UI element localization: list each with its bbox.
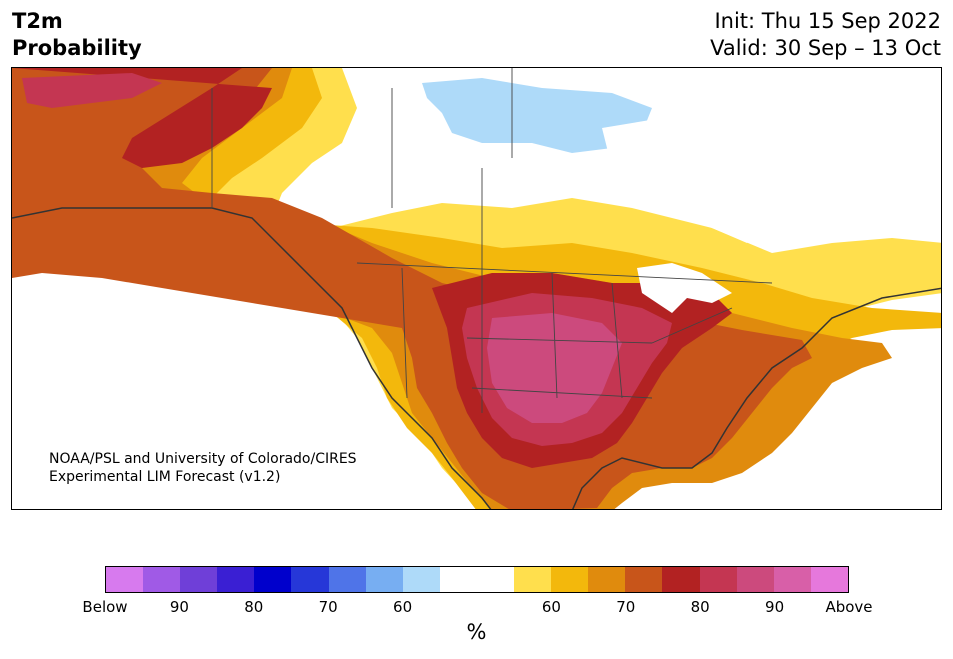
credit-line-1: NOAA/PSL and University of Colorado/CIRE… <box>49 451 357 467</box>
colorbar-cell <box>291 567 329 592</box>
colorbar-cell <box>514 567 552 592</box>
colorbar-tick-label: 90 <box>169 598 189 616</box>
colorbar-cell <box>143 567 181 592</box>
colorbar-tick-label: 60 <box>393 598 413 616</box>
probability-map-svg <box>12 68 941 509</box>
colorbar-cell <box>736 567 774 592</box>
colorbar-cell <box>588 567 626 592</box>
title-line-1: T2m <box>12 9 63 33</box>
colorbar-cell <box>365 567 403 592</box>
colorbar-cell <box>699 567 737 592</box>
colorbar-cell <box>439 567 477 592</box>
colorbar-cell <box>551 567 589 592</box>
init-date: Init: Thu 15 Sep 2022 <box>714 9 941 33</box>
colorbar-tick-label: 80 <box>244 598 264 616</box>
colorbar-cell <box>810 567 848 592</box>
colorbar-tick-label: 80 <box>690 598 710 616</box>
colorbar-cell <box>180 567 218 592</box>
colorbar-cell <box>402 567 440 592</box>
state-borders <box>211 68 773 413</box>
colorbar-cell <box>106 567 144 592</box>
map-title: T2m Probability <box>12 8 142 62</box>
credit-line-2: Experimental LIM Forecast (v1.2) <box>49 469 281 485</box>
colorbar-ticks: Below 90 80 70 60 60 70 80 90 Above <box>82 598 872 618</box>
colorbar-cell <box>773 567 811 592</box>
probability-colorbar <box>105 566 849 593</box>
colorbar-cell <box>476 567 515 592</box>
forecast-map <box>11 67 942 510</box>
title-line-2: Probability <box>12 36 142 60</box>
forecast-dates: Init: Thu 15 Sep 2022 Valid: 30 Sep – 13… <box>710 8 941 62</box>
below-60-area <box>422 78 652 153</box>
colorbar-tick-label: 60 <box>541 598 561 616</box>
hudson-bay <box>602 108 772 243</box>
colorbar-tick-label: Below <box>82 598 128 616</box>
great-lakes <box>637 263 732 313</box>
colorbar-cell <box>625 567 663 592</box>
colorbar-cell <box>254 567 292 592</box>
valid-date: Valid: 30 Sep – 13 Oct <box>710 36 941 60</box>
credit-text: NOAA/PSL and University of Colorado/CIRE… <box>49 450 357 486</box>
above-90-band <box>487 313 622 423</box>
colorbar-cell <box>217 567 255 592</box>
colorbar-tick-label: 70 <box>318 598 338 616</box>
colorbar-tick-label: Above <box>825 598 873 616</box>
coastline <box>12 207 941 509</box>
colorbar-unit: % <box>466 620 487 644</box>
colorbar-cell <box>328 567 366 592</box>
colorbar-cell <box>662 567 700 592</box>
colorbar-tick-label: 90 <box>765 598 785 616</box>
colorbar-tick-label: 70 <box>616 598 636 616</box>
